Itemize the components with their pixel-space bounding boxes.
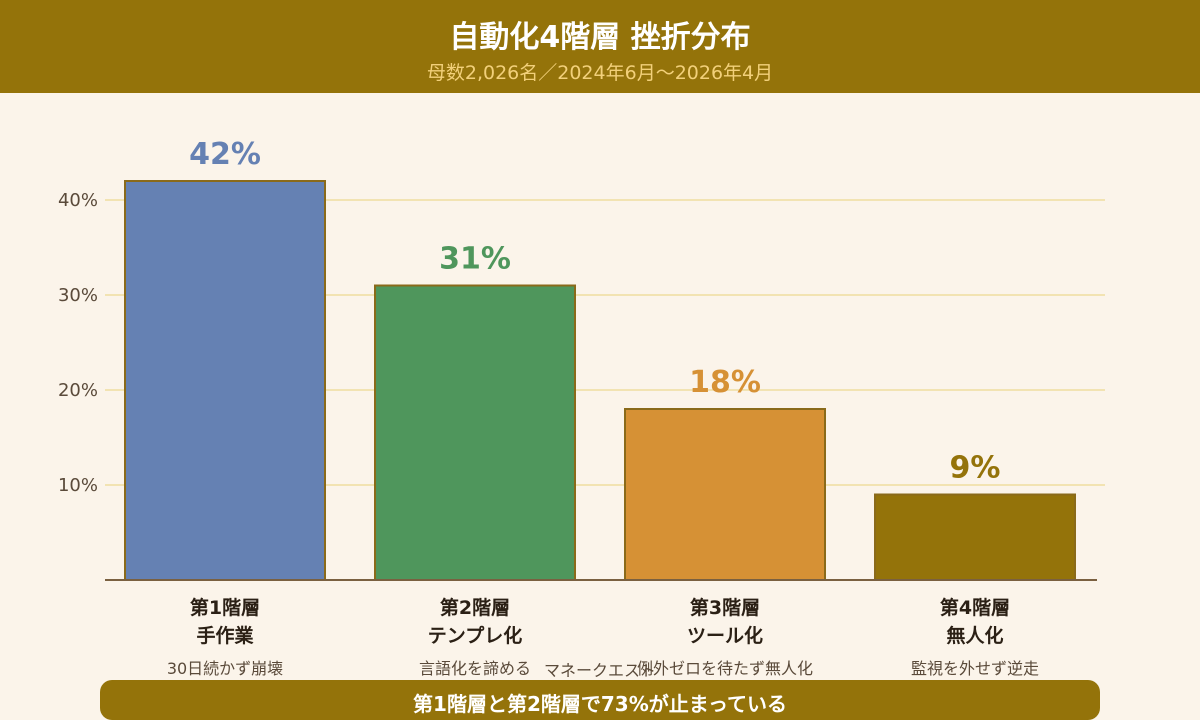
footer-text: 第1階層と第2階層で73%が止まっている	[413, 692, 787, 716]
y-tick-label: 40%	[58, 190, 98, 211]
bar-value-label: 42%	[189, 137, 261, 172]
header-banner: 自動化4階層 挫折分布 母数2,026名／2024年6月～2026年4月	[0, 0, 1200, 93]
category-desc-1: 30日続かず崩壊	[166, 659, 284, 678]
category-tier: 第2階層	[439, 597, 511, 619]
category-label-1: 第1階層 手作業	[100, 594, 350, 650]
category-name: テンプレ化	[427, 625, 523, 647]
y-tick-label: 10%	[58, 475, 98, 496]
bar	[624, 408, 826, 581]
bar-value-label: 18%	[689, 365, 761, 400]
chart-title: 自動化4階層 挫折分布	[449, 20, 751, 55]
category-label-3: 第3階層 ツール化	[600, 594, 850, 650]
bar-chart: 10% 20% 30% 40% 42% 31% 18% 9%	[58, 137, 1105, 581]
category-label-4: 第4階層 無人化	[850, 594, 1100, 650]
category-tier: 第4階層	[939, 597, 1011, 619]
category-desc-2: 言語化を諦める	[418, 659, 531, 678]
bar	[874, 493, 1076, 581]
bar-value-label: 31%	[439, 242, 511, 277]
y-tick-label: 20%	[58, 380, 98, 401]
bar	[374, 284, 576, 581]
footer-banner: 第1階層と第2階層で73%が止まっている	[100, 680, 1100, 720]
watermark-text: マネークエスト	[543, 661, 656, 680]
category-desc-3: 例外ゼロを待たず無人化	[636, 659, 813, 678]
category-label-2: 第2階層 テンプレ化	[350, 594, 600, 650]
y-tick-label: 30%	[58, 285, 98, 306]
category-tier: 第1階層	[189, 597, 261, 619]
bar	[124, 180, 326, 581]
category-tier: 第3階層	[689, 597, 761, 619]
chart-subtitle: 母数2,026名／2024年6月～2026年4月	[426, 62, 774, 84]
category-desc-4: 監視を外せず逆走	[910, 659, 1039, 678]
category-name: ツール化	[686, 625, 763, 647]
bar-value-label: 9%	[950, 451, 1001, 486]
category-name: 手作業	[196, 625, 254, 647]
category-name: 無人化	[946, 625, 1004, 647]
